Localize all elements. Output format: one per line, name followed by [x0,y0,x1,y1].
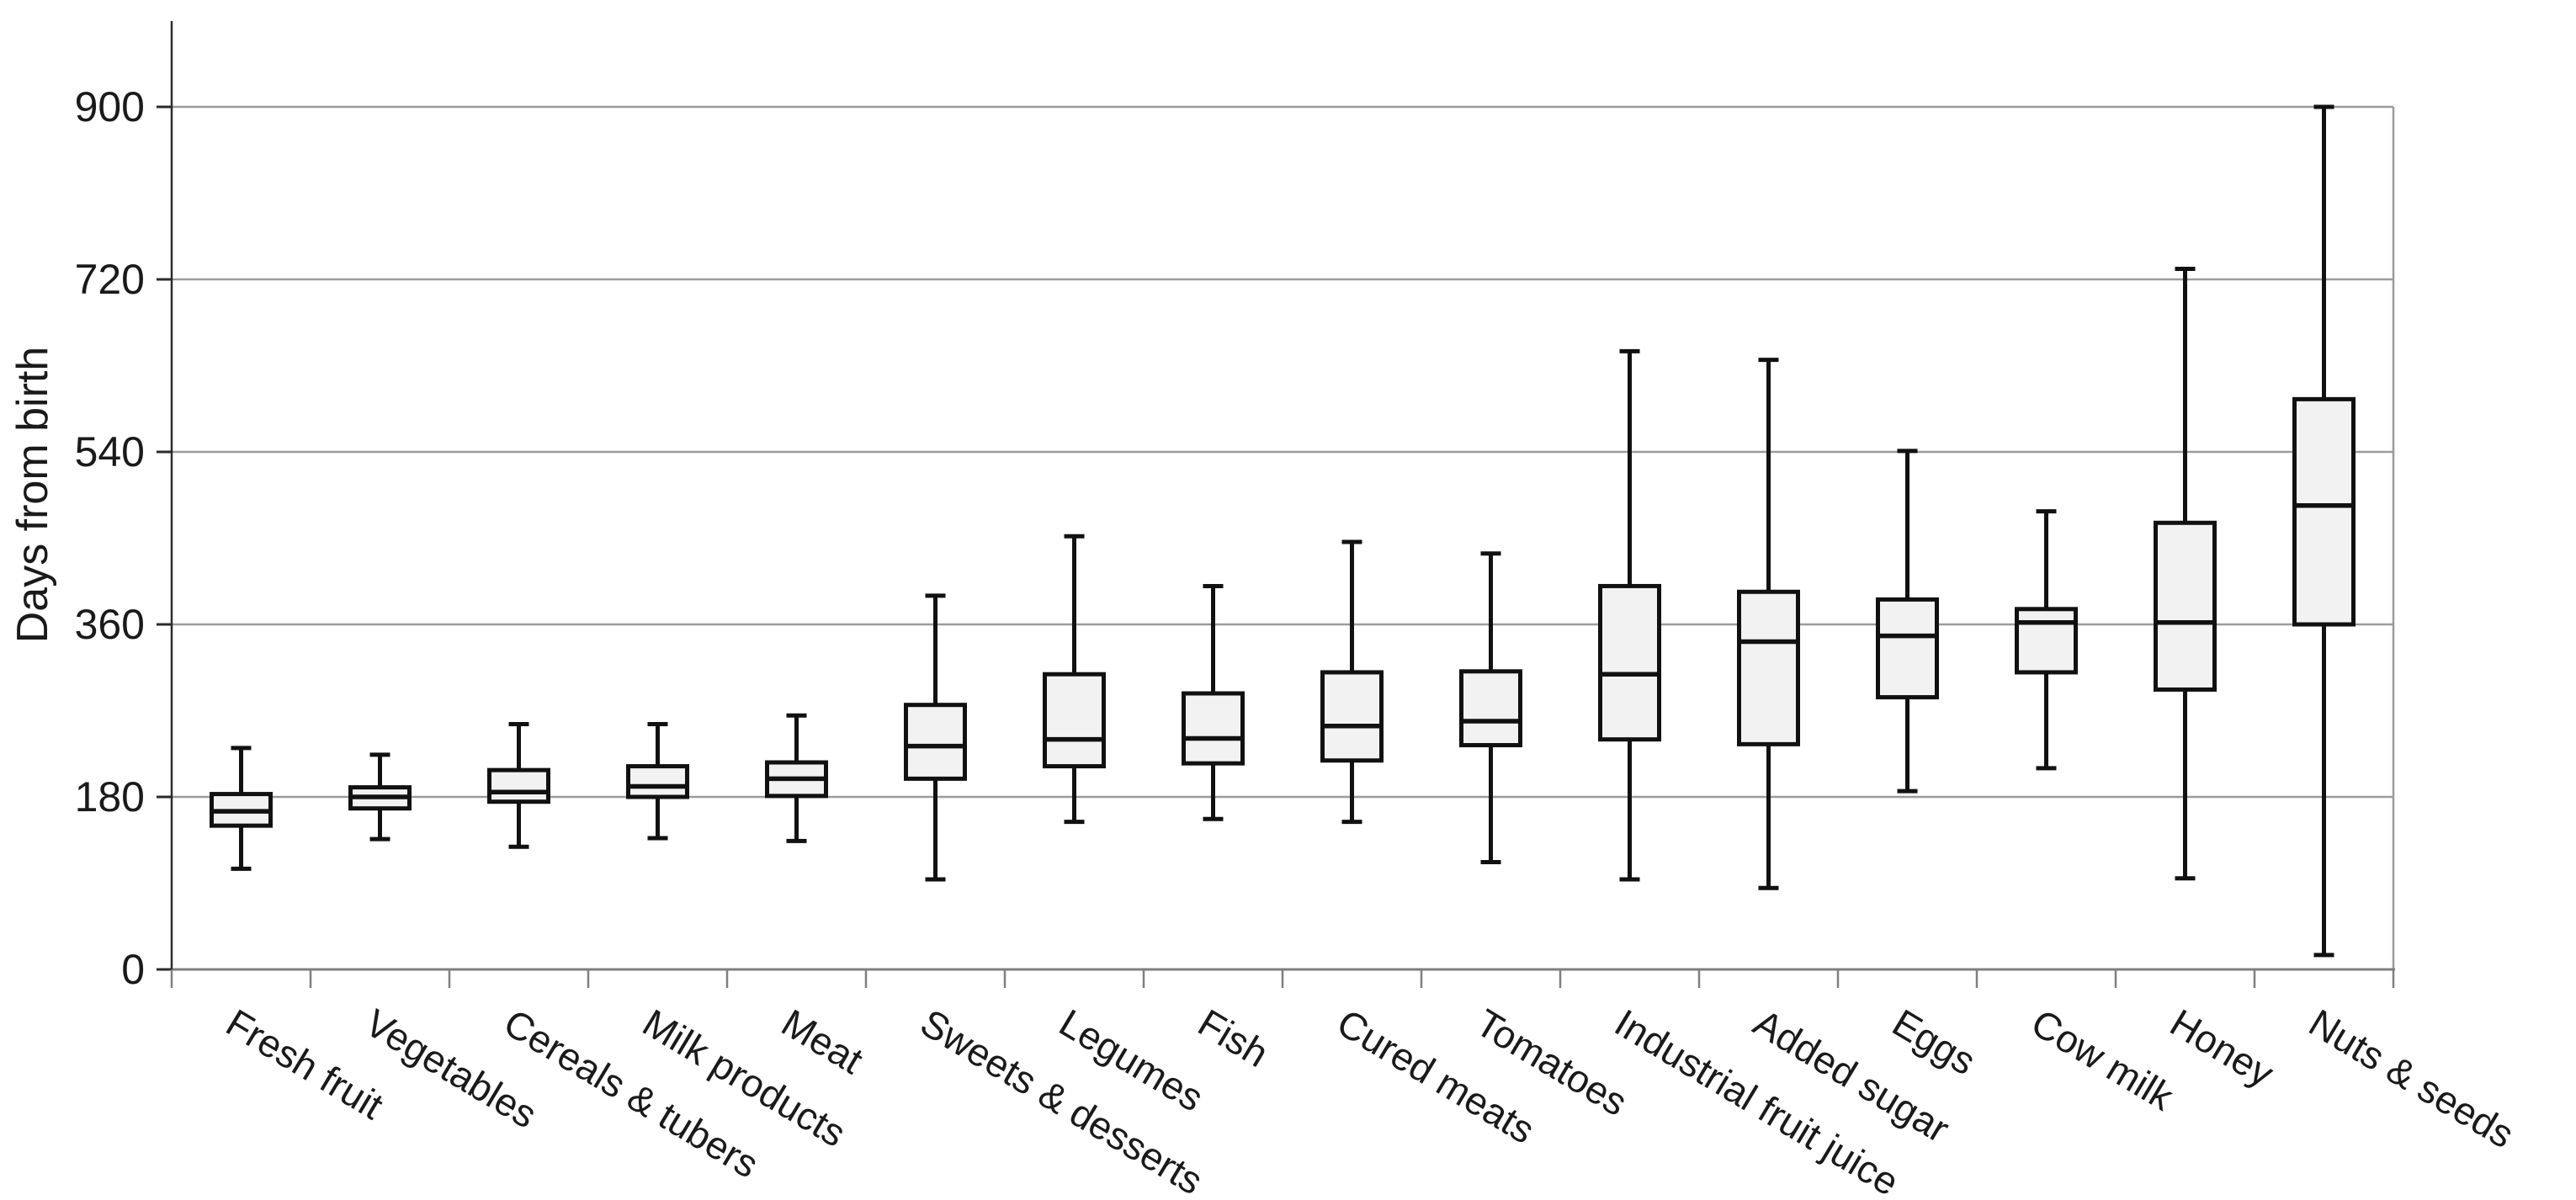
box-rect [2015,607,2078,675]
box-group [1876,449,1939,794]
gridlines-layer [172,105,2393,799]
box-rect [1876,597,1939,700]
box-rect [1320,670,1384,763]
boxes-layer [210,104,2356,958]
y-tick-label: 0 [121,946,145,993]
category-label: Fish [1191,1001,1276,1075]
box-rect [1182,691,1245,766]
box-group [1598,348,1661,882]
box-rect [2154,520,2217,692]
y-ticks-layer [157,105,173,971]
box-group [765,713,828,843]
y-tick-label: 720 [75,256,145,303]
box-group [1320,539,1384,825]
box-rect [1737,589,1800,746]
box-rect [626,764,689,799]
category-label: Cereals & tubers [497,1001,766,1187]
y-tick-label: 180 [75,773,145,820]
box-rect [1598,583,1661,742]
box-group [210,746,273,871]
y-tick-label: 540 [75,428,145,475]
box-group [2015,509,2078,771]
x-ticks-layer [170,969,2395,988]
box-group [1737,358,1800,890]
box-group [2154,266,2217,881]
category-label: Nuts & seeds [2302,1001,2521,1156]
category-label: Eggs [1885,1001,1984,1084]
box-group [348,752,412,842]
box-group [1043,534,1106,825]
y-axis-title: Days from birth [8,347,57,644]
box-rect [1459,669,1522,747]
y-tick-label: 360 [75,601,145,648]
category-label: Meat [774,1001,871,1082]
box-group [1459,551,1522,864]
box-rect [487,767,550,804]
box-rect [904,703,967,781]
y-tick-labels-layer: 0 180 360 540 720 900 [75,83,145,993]
box-group [2292,104,2356,958]
box-rect [1043,672,1106,769]
y-tick-label: 900 [75,83,145,130]
category-label: Cow milk [2024,1001,2182,1119]
category-label: Fresh fruit [219,1001,390,1128]
box-group [487,721,550,849]
box-group [904,593,967,882]
box-group [1182,583,1245,821]
box-rect [2292,396,2356,627]
box-group [626,721,689,841]
